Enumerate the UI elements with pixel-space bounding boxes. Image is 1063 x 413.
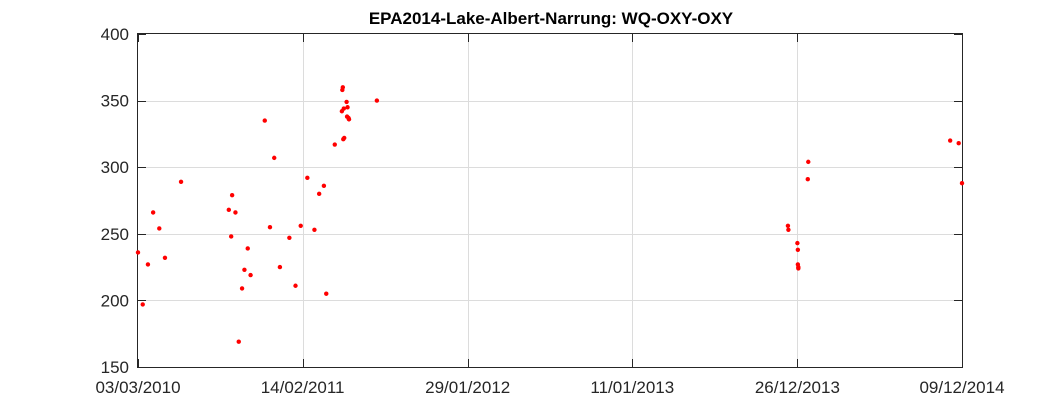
data-point bbox=[321, 183, 327, 189]
y-tick-label: 400 bbox=[101, 25, 129, 44]
data-point bbox=[316, 191, 322, 197]
data-point bbox=[340, 85, 346, 90]
data-point bbox=[262, 118, 267, 123]
y-axis-tick-labels: 150 200 250 300 350 400 bbox=[101, 25, 129, 377]
data-point bbox=[239, 286, 245, 291]
x-tick-label: 03/03/2010 bbox=[95, 378, 180, 397]
data-point bbox=[162, 255, 168, 260]
data-point bbox=[806, 159, 811, 165]
data-point bbox=[305, 175, 310, 181]
data-point bbox=[236, 339, 241, 344]
data-point bbox=[341, 106, 346, 111]
y-tick-label: 350 bbox=[101, 92, 129, 111]
data-point bbox=[374, 98, 380, 103]
data-point bbox=[293, 283, 298, 288]
data-point bbox=[228, 234, 234, 239]
data-point bbox=[245, 246, 250, 251]
x-tick-label: 14/02/2011 bbox=[261, 378, 345, 397]
y-tick-label: 250 bbox=[101, 225, 129, 244]
data-point bbox=[233, 210, 238, 215]
plot-frame bbox=[137, 33, 963, 368]
x-tick-label: 26/12/2013 bbox=[755, 378, 840, 397]
data-point bbox=[135, 250, 141, 255]
data-point bbox=[145, 262, 151, 267]
data-point bbox=[956, 141, 961, 146]
data-point bbox=[150, 210, 156, 215]
data-point bbox=[795, 247, 801, 252]
x-tick-label: 29/01/2012 bbox=[425, 378, 510, 397]
data-point bbox=[272, 155, 277, 161]
data-point bbox=[786, 227, 791, 233]
data-point bbox=[947, 138, 953, 143]
data-point bbox=[248, 272, 253, 278]
axis-ticks bbox=[138, 34, 963, 368]
data-point bbox=[312, 227, 317, 233]
data-point bbox=[324, 291, 329, 296]
data-point bbox=[795, 240, 800, 246]
data-point bbox=[287, 235, 292, 240]
data-point bbox=[959, 180, 965, 186]
x-tick-label: 11/01/2013 bbox=[590, 378, 674, 397]
data-point bbox=[267, 224, 273, 230]
y-tick-label: 300 bbox=[101, 158, 129, 177]
grid bbox=[138, 34, 962, 367]
data-point bbox=[346, 117, 352, 122]
y-tick-label: 200 bbox=[101, 291, 129, 310]
data-point bbox=[342, 135, 347, 141]
y-tick-label: 150 bbox=[101, 358, 129, 377]
data-point bbox=[344, 99, 349, 105]
x-axis-tick-labels: 03/03/2010 14/02/2011 29/01/2012 11/01/2013… bbox=[95, 378, 1004, 397]
chart-title: EPA2014-Lake-Albert-Narrung: WQ-OXY-OXY bbox=[369, 9, 734, 28]
data-point bbox=[178, 179, 184, 185]
data-point bbox=[157, 226, 162, 231]
data-point bbox=[345, 105, 350, 110]
data-point bbox=[229, 192, 235, 198]
data-point bbox=[332, 142, 337, 147]
data-point bbox=[277, 264, 283, 270]
data-point bbox=[226, 207, 232, 213]
data-point bbox=[796, 266, 801, 271]
data-point bbox=[242, 267, 247, 272]
x-tick-label: 09/12/2014 bbox=[919, 378, 1004, 397]
data-point bbox=[805, 176, 810, 182]
data-points bbox=[135, 85, 965, 344]
data-point bbox=[785, 223, 791, 229]
data-point bbox=[298, 223, 303, 229]
data-point bbox=[140, 302, 145, 307]
